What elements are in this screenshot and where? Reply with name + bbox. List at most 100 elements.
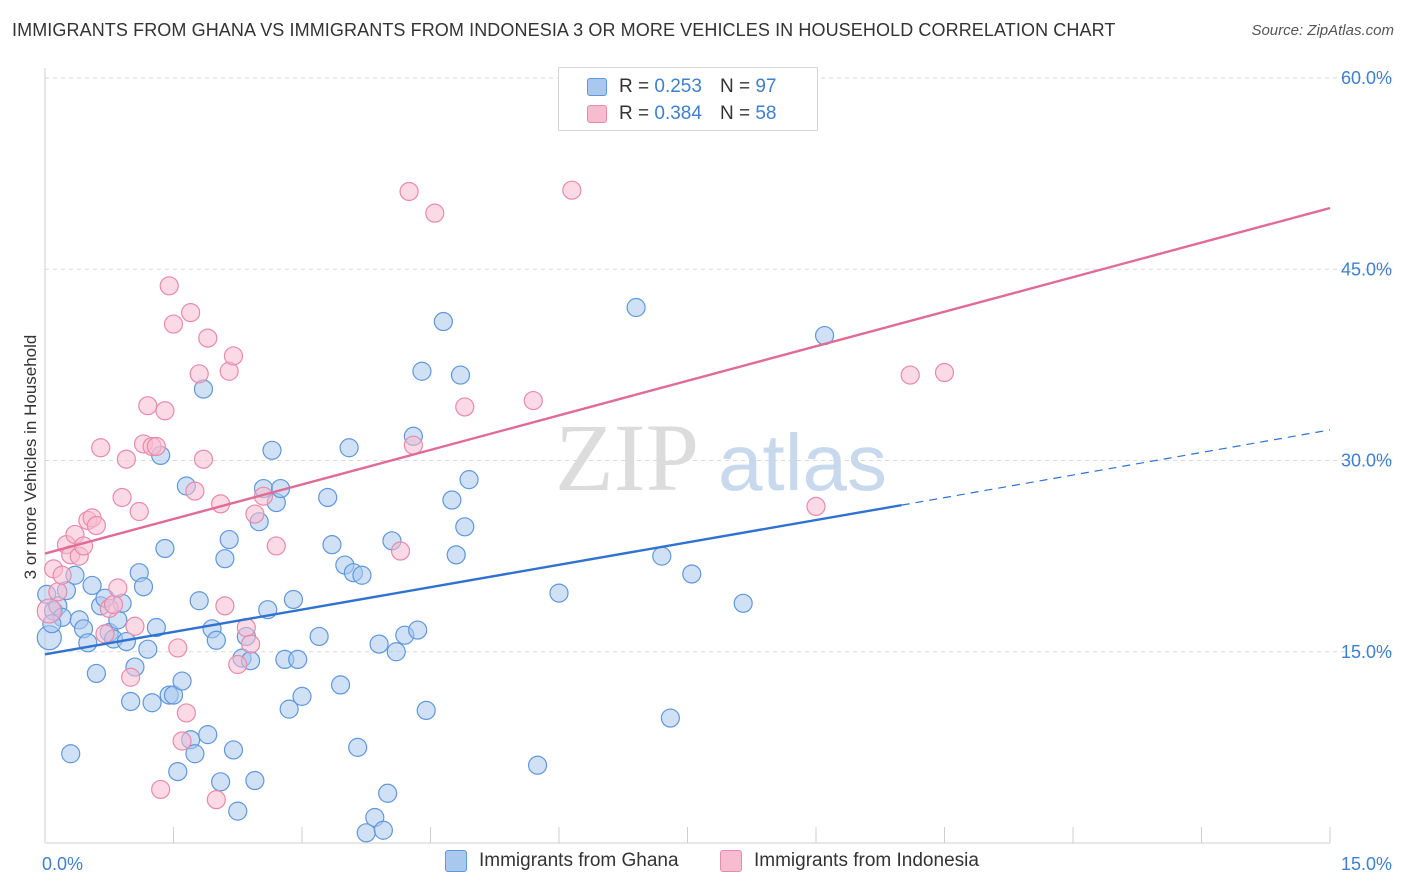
indonesia-point — [198, 328, 218, 348]
legend-n-label: N = — [719, 103, 751, 124]
x-tick-label: 0.0% — [42, 854, 83, 874]
indonesia-point — [228, 654, 248, 675]
indonesia-point — [129, 501, 149, 522]
legend-swatch-ghana — [445, 850, 467, 872]
ghana-point — [626, 297, 646, 318]
indonesia-point — [116, 449, 136, 469]
legend-label-ghana: Immigrants from Ghana — [479, 850, 679, 871]
ghana-point — [133, 577, 154, 597]
indonesia-point — [523, 390, 543, 411]
indonesia-point — [245, 504, 265, 524]
legend-r-label: R = — [619, 103, 650, 124]
watermark-zip: ZIP — [555, 404, 699, 511]
indonesia-point — [125, 616, 145, 636]
indonesia-point — [425, 203, 445, 223]
ghana-point — [121, 691, 141, 712]
indonesia-point — [172, 731, 192, 751]
source-credit: Source: ZipAtlas.com — [1251, 22, 1394, 39]
indonesia-point — [403, 435, 423, 455]
indonesia-point — [86, 515, 107, 536]
axes — [44, 68, 1331, 844]
indonesia-point — [206, 790, 226, 810]
indonesia-point — [121, 667, 141, 687]
ghana-point — [138, 639, 158, 659]
grid-lines — [45, 77, 1392, 653]
indonesia-point — [146, 436, 166, 457]
ghana-point — [163, 685, 184, 705]
ghana-point — [283, 589, 304, 610]
ghana-point — [412, 361, 432, 381]
ghana-point — [198, 725, 218, 745]
ghana-point — [245, 770, 265, 791]
ghana-point — [168, 761, 188, 782]
ghana-point — [223, 740, 244, 760]
legend-swatch-ghana — [587, 78, 607, 96]
ghana-point — [733, 593, 753, 613]
legend-n-value-ghana: 97 — [755, 76, 777, 97]
ghana-point — [660, 708, 680, 728]
ghana-point — [61, 744, 81, 764]
y-axis-title: 3 or more Vehicles in Household — [21, 335, 40, 580]
series-legend: Immigrants from Ghana Immigrants from In… — [0, 850, 1406, 878]
series-ghana-points — [36, 297, 835, 843]
ghana-point — [219, 529, 239, 550]
ghana-point — [142, 693, 162, 713]
indonesia-point — [562, 180, 582, 200]
ghana-point — [215, 549, 235, 569]
ghana-point — [682, 564, 702, 584]
y-tick-label: 45.0% — [1341, 259, 1392, 279]
trend-line-ghana-extension — [901, 429, 1331, 506]
legend-n-value-indonesia: 58 — [755, 103, 777, 124]
indonesia-point — [112, 487, 132, 508]
legend-row-indonesia: R = 0.384 N = 58 — [587, 102, 776, 126]
ghana-point — [82, 575, 102, 596]
indonesia-point — [108, 578, 128, 598]
tick-labels: 15.0% 30.0% 45.0% 60.0% 0.0% 15.0% — [42, 68, 1392, 874]
ghana-point — [185, 744, 205, 764]
ghana-point — [549, 583, 569, 603]
indonesia-point — [138, 396, 158, 416]
ghana-point — [211, 772, 231, 792]
ghana-point — [155, 538, 175, 559]
indonesia-point — [455, 397, 475, 417]
indonesia-point — [934, 362, 955, 383]
indonesia-point — [91, 438, 111, 458]
legend-label-indonesia: Immigrants from Indonesia — [754, 850, 979, 871]
indonesia-point — [193, 449, 214, 469]
ghana-point — [459, 470, 479, 490]
legend-row-ghana: R = 0.253 N = 97 — [587, 75, 776, 99]
ghana-point — [262, 440, 282, 460]
ghana-point — [652, 546, 672, 566]
legend-n-label: N = — [719, 76, 751, 97]
indonesia-point — [215, 596, 235, 616]
ghana-point — [206, 630, 226, 650]
ghana-point — [146, 617, 166, 638]
ghana-point — [86, 663, 107, 684]
indonesia-point — [176, 703, 196, 723]
indonesia-point — [900, 365, 920, 385]
indonesia-point — [151, 779, 171, 800]
legend-swatch-indonesia — [587, 105, 607, 123]
y-tick-label: 60.0% — [1341, 68, 1392, 88]
indonesia-point — [159, 276, 179, 296]
trend-line-indonesia — [44, 206, 1331, 555]
ghana-point — [373, 820, 393, 840]
ghana-point — [378, 783, 398, 803]
stats-legend: R = 0.253 N = 97 R = 0.384 N = 58 — [558, 67, 818, 131]
ghana-point — [279, 699, 299, 719]
indonesia-point — [155, 401, 175, 421]
ghana-point — [442, 490, 462, 510]
ghana-point — [446, 545, 466, 565]
indonesia-point — [36, 598, 62, 624]
trend-line-ghana — [44, 503, 902, 656]
ghana-point — [309, 626, 329, 647]
legend-item-ghana[interactable]: Immigrants from Ghana — [445, 850, 679, 872]
trend-lines — [44, 206, 1331, 656]
legend-item-indonesia[interactable]: Immigrants from Indonesia — [720, 850, 979, 872]
ghana-point — [386, 642, 406, 662]
series-indonesia-points — [36, 180, 955, 810]
ghana-point — [416, 700, 436, 721]
ghana-point — [318, 487, 338, 508]
watermark: ZIP atlas — [555, 404, 887, 511]
